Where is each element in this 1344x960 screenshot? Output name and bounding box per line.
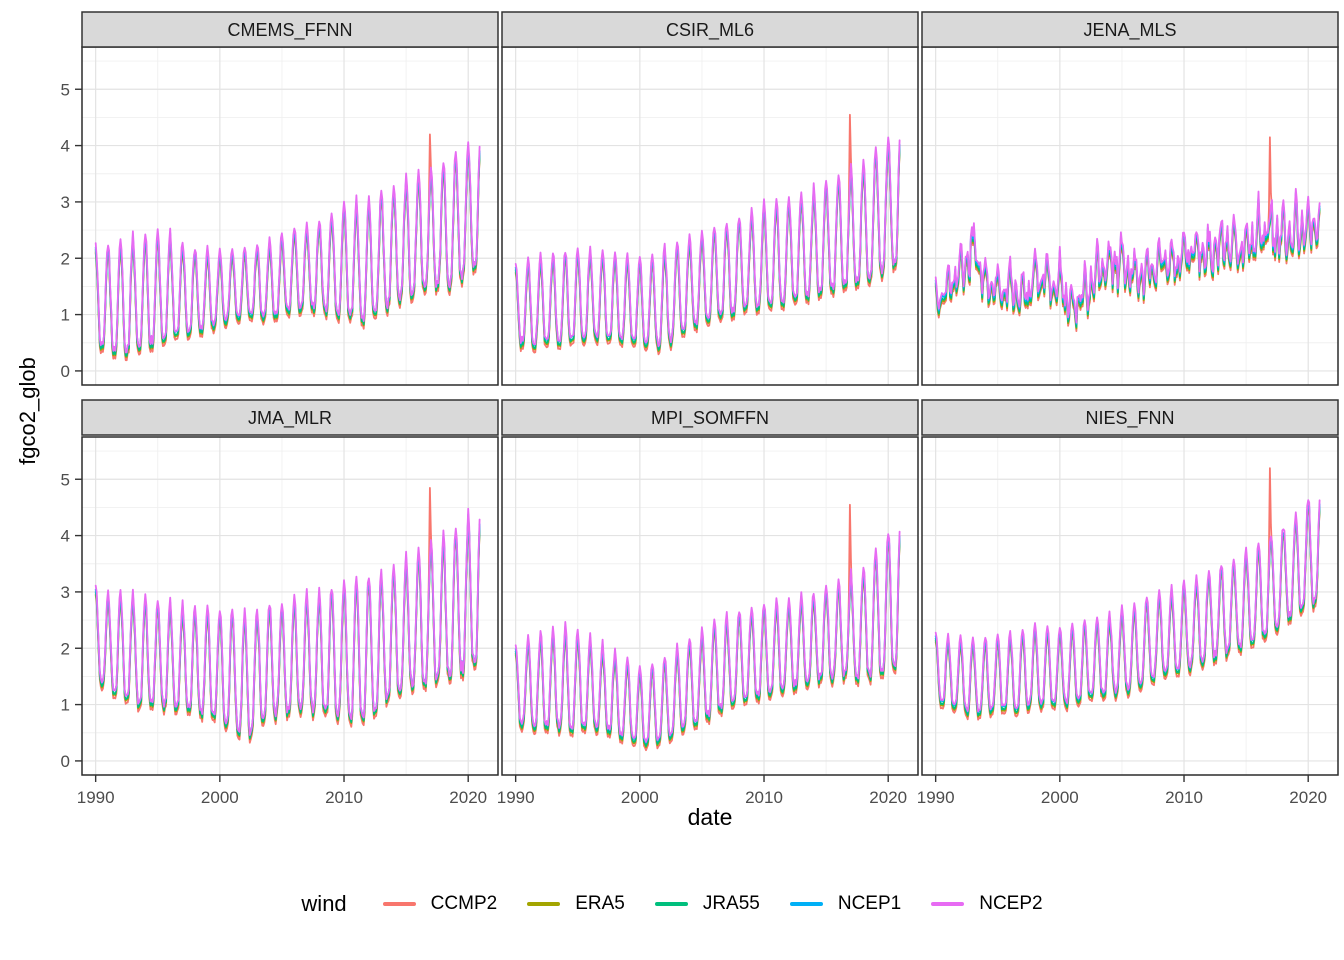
x-tick-label: 1990 xyxy=(497,788,535,807)
legend-item-jra55: JRA55 xyxy=(654,893,760,915)
legend-key-line-ccmp2 xyxy=(382,902,416,906)
series-line-NCEP2 xyxy=(934,187,1321,324)
x-tick-label: 2020 xyxy=(449,788,487,807)
x-tick-label: 2010 xyxy=(745,788,783,807)
x-tick-label: 2000 xyxy=(621,788,659,807)
series-lines xyxy=(514,503,901,752)
legend-item-era5: ERA5 xyxy=(527,893,625,915)
legend-item-ncep2: NCEP2 xyxy=(931,893,1043,915)
series-lines xyxy=(94,486,481,744)
x-tick-label: 2020 xyxy=(869,788,907,807)
panel-border xyxy=(501,436,919,776)
x-tick-label: 2000 xyxy=(201,788,239,807)
x-tick-label: 2010 xyxy=(325,788,363,807)
y-tick-label: 3 xyxy=(61,193,70,212)
legend-item-ccmp2: CCMP2 xyxy=(382,893,498,915)
facet-strip xyxy=(921,399,1339,436)
facet-strip xyxy=(81,399,499,436)
x-tick-label: 2000 xyxy=(1041,788,1079,807)
facet-strip xyxy=(81,11,499,48)
y-tick-label: 1 xyxy=(61,696,70,715)
y-tick-label: 2 xyxy=(61,639,70,658)
facet-strip-label: CMEMS_FFNN xyxy=(228,20,353,41)
legend-label: NCEP1 xyxy=(837,893,902,914)
legend-title: wind xyxy=(301,891,347,916)
y-tick-label: 2 xyxy=(61,249,70,268)
facet-MPI_SOMFFN: MPI_SOMFFN 1990 2000 2010 2020 xyxy=(497,399,919,807)
panel-border xyxy=(921,436,1339,776)
series-line-NCEP2 xyxy=(94,141,481,354)
legend-key-line-ncep2 xyxy=(931,902,965,906)
panel-background xyxy=(922,437,1338,775)
y-tick-label: 0 xyxy=(61,752,70,771)
panel-background xyxy=(82,47,498,385)
legend-label: ERA5 xyxy=(575,893,625,914)
facet-CSIR_ML6: CSIR_ML6 xyxy=(501,11,919,386)
series-line-NCEP2 xyxy=(94,507,481,736)
y-tick-label: 3 xyxy=(61,583,70,602)
y-tick-label: 0 xyxy=(61,362,70,381)
facet-CMEMS_FFNN: CMEMS_FFNN 0 1 2 3 4 5 xyxy=(61,11,499,386)
y-tick-label: 1 xyxy=(61,306,70,325)
x-tick-label: 2010 xyxy=(1165,788,1203,807)
legend-key-line-era5 xyxy=(527,902,561,906)
series-lines xyxy=(934,467,1321,721)
facet-strip-label: CSIR_ML6 xyxy=(666,20,754,41)
legend-key-line-ncep1 xyxy=(789,902,823,906)
legend-label: NCEP2 xyxy=(979,893,1043,914)
legend-label: JRA55 xyxy=(702,893,760,914)
y-tick-label: 5 xyxy=(61,470,70,489)
panel-background xyxy=(502,47,918,385)
panel-background xyxy=(922,47,1338,385)
panel-border xyxy=(81,436,499,776)
facet-strip-label: JMA_MLR xyxy=(248,408,332,429)
y-tick-label: 4 xyxy=(61,527,70,546)
y-axis-title: fgco2_glob xyxy=(15,357,40,465)
series-line-NCEP2 xyxy=(514,136,901,348)
x-tick-label: 1990 xyxy=(917,788,955,807)
legend-item-ncep1: NCEP1 xyxy=(789,893,902,915)
legend-label: CCMP2 xyxy=(430,893,498,914)
facet-strip-label: MPI_SOMFFN xyxy=(651,408,769,429)
legend-key-line-jra55 xyxy=(654,902,688,906)
facet-strip xyxy=(921,11,1339,48)
facet-JMA_MLR: JMA_MLR 0 1 2 3 4 5 1990 2000 2010 2020 xyxy=(61,399,499,807)
gridlines xyxy=(922,437,1338,775)
x-axis-title: date xyxy=(687,804,733,830)
series-line-NCEP2 xyxy=(514,530,901,743)
series-lines xyxy=(934,136,1321,333)
facet-strip xyxy=(501,399,919,436)
y-tick-label: 4 xyxy=(61,137,70,156)
series-line-NCEP2 xyxy=(934,499,1321,713)
facet-strip-label: JENA_MLS xyxy=(1083,20,1176,41)
y-tick-label: 5 xyxy=(61,80,70,99)
facet-strip-label: NIES_FNN xyxy=(1085,408,1174,429)
facet-JENA_MLS: JENA_MLS xyxy=(921,11,1339,386)
legend: wind CCMP2 ERA5 JRA55 NCEP1 NCEP2 xyxy=(0,891,1344,917)
series-lines xyxy=(514,113,901,356)
facet-strip xyxy=(501,11,919,48)
facet-NIES_FNN: NIES_FNN 1990 2000 2010 2020 xyxy=(917,399,1339,807)
series-lines xyxy=(94,133,481,362)
x-tick-label: 1990 xyxy=(77,788,115,807)
x-tick-label: 2020 xyxy=(1289,788,1327,807)
